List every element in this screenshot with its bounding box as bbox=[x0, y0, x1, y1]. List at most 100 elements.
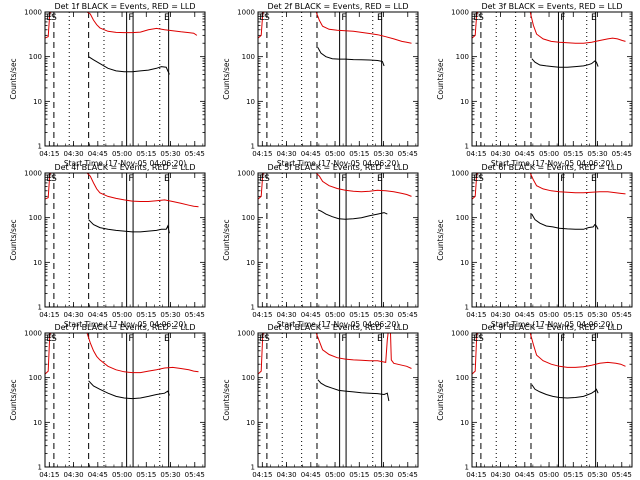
y-tick-label: 10 bbox=[246, 259, 255, 267]
marker-label-e: E bbox=[46, 174, 52, 184]
marker-label-e2: E bbox=[164, 174, 170, 184]
x-tick-label: 05:00 bbox=[539, 311, 559, 319]
y-tick-label: 10 bbox=[460, 419, 469, 427]
x-tick-label: 04:45 bbox=[88, 311, 108, 319]
marker-label-f: F bbox=[560, 334, 565, 344]
marker-label-f: F bbox=[560, 13, 565, 23]
y-tick-label: 10 bbox=[246, 98, 255, 106]
y-tick-label: 1000 bbox=[24, 170, 42, 178]
events-series-line bbox=[317, 47, 385, 67]
x-tick-label: 05:30 bbox=[160, 311, 180, 319]
x-tick-label: 04:45 bbox=[301, 471, 321, 479]
x-tick-label: 05:45 bbox=[185, 150, 205, 158]
panel-title: Det 9f BLACK = Events, RED = LLD bbox=[481, 323, 622, 332]
x-tick-label: 05:15 bbox=[349, 150, 369, 158]
y-tick-label: 1000 bbox=[237, 170, 255, 178]
x-axis-label: Start Time (17-Nov-05 04:06:20) bbox=[64, 320, 186, 329]
x-tick-label: 04:15 bbox=[252, 471, 272, 479]
events-series-line bbox=[317, 209, 388, 220]
y-tick-label: 1000 bbox=[237, 9, 255, 17]
events-series-line bbox=[531, 384, 599, 399]
y-axis-label: Counts/sec bbox=[222, 219, 231, 260]
plot-frame bbox=[257, 11, 419, 147]
panel-2: Det 2f BLACK = Events, RED = LLD Counts/s… bbox=[222, 2, 419, 168]
y-tick-label: 1 bbox=[251, 304, 255, 312]
events-series-line bbox=[88, 56, 170, 75]
y-tick-label: 100 bbox=[242, 374, 255, 382]
x-tick-label: 04:30 bbox=[490, 150, 510, 158]
marker-label-e2: E bbox=[377, 13, 383, 23]
y-tick-label: 10 bbox=[33, 419, 42, 427]
marker-label-e2: E bbox=[377, 334, 383, 344]
marker-label-f: F bbox=[341, 13, 346, 23]
x-tick-label: 04:45 bbox=[88, 471, 108, 479]
x-tick-label: 05:15 bbox=[349, 471, 369, 479]
x-tick-label: 05:00 bbox=[112, 311, 132, 319]
marker-label-e2: E bbox=[591, 13, 597, 23]
x-axis-label: Start Time (17-Nov-05 04:06:20) bbox=[491, 159, 613, 168]
events-series-line bbox=[317, 379, 390, 402]
y-axis-label: Counts/sec bbox=[436, 58, 445, 99]
y-tick-label: 1000 bbox=[451, 170, 469, 178]
x-tick-label: 05:30 bbox=[160, 150, 180, 158]
panel-title: Det 5f BLACK = Events, RED = LLD bbox=[267, 163, 408, 172]
panel-1: Det 1f BLACK = Events, RED = LLD Counts/s… bbox=[9, 2, 206, 168]
x-tick-label: 05:15 bbox=[136, 311, 156, 319]
y-tick-label: 10 bbox=[33, 98, 42, 106]
x-tick-label: 04:15 bbox=[466, 150, 486, 158]
panel-4: Det 4f BLACK = Events, RED = LLD Counts/s… bbox=[9, 163, 206, 329]
marker-label-f: F bbox=[341, 334, 346, 344]
events-series-line bbox=[531, 213, 599, 230]
marker-label-s: S bbox=[478, 174, 484, 184]
x-tick-label: 05:45 bbox=[398, 311, 418, 319]
panel-6: Det 6f BLACK = Events, RED = LLD Counts/s… bbox=[436, 163, 633, 329]
x-tick-label: 05:00 bbox=[539, 150, 559, 158]
panel-title: Det 4f BLACK = Events, RED = LLD bbox=[54, 163, 195, 172]
marker-label-s: S bbox=[478, 13, 484, 23]
panel-title: Det 6f BLACK = Events, RED = LLD bbox=[481, 163, 622, 172]
x-tick-label: 05:15 bbox=[563, 150, 583, 158]
x-tick-label: 04:15 bbox=[252, 311, 272, 319]
marker-label-f: F bbox=[341, 174, 346, 184]
y-tick-label: 10 bbox=[460, 259, 469, 267]
plot-frame bbox=[471, 11, 633, 147]
x-tick-label: 05:45 bbox=[398, 471, 418, 479]
x-tick-label: 05:00 bbox=[325, 471, 345, 479]
marker-label-e: E bbox=[473, 13, 479, 23]
x-tick-label: 04:30 bbox=[63, 471, 83, 479]
events-series-line bbox=[88, 219, 170, 234]
panel-5: Det 5f BLACK = Events, RED = LLD Counts/s… bbox=[222, 163, 419, 329]
y-tick-label: 100 bbox=[242, 53, 255, 61]
x-tick-label: 04:30 bbox=[276, 471, 296, 479]
x-tick-label: 04:30 bbox=[490, 471, 510, 479]
marker-label-s: S bbox=[478, 334, 484, 344]
x-tick-label: 04:30 bbox=[63, 150, 83, 158]
marker-label-e: E bbox=[473, 334, 479, 344]
y-tick-label: 10 bbox=[246, 419, 255, 427]
y-tick-label: 100 bbox=[456, 214, 469, 222]
x-tick-label: 04:45 bbox=[88, 150, 108, 158]
y-axis-label: Counts/sec bbox=[9, 379, 18, 420]
x-tick-label: 05:15 bbox=[136, 150, 156, 158]
x-tick-label: 05:45 bbox=[612, 150, 632, 158]
y-axis-label: Counts/sec bbox=[436, 219, 445, 260]
y-tick-label: 1000 bbox=[451, 9, 469, 17]
x-tick-label: 05:00 bbox=[325, 150, 345, 158]
y-tick-label: 100 bbox=[456, 374, 469, 382]
y-axis-label: Counts/sec bbox=[222, 58, 231, 99]
x-axis-label: Start Time (17-Nov-05 04:06:20) bbox=[491, 320, 613, 329]
x-tick-label: 05:45 bbox=[185, 311, 205, 319]
y-tick-label: 10 bbox=[460, 98, 469, 106]
marker-label-e: E bbox=[473, 174, 479, 184]
marker-label-e2: E bbox=[377, 174, 383, 184]
x-tick-label: 04:45 bbox=[301, 311, 321, 319]
y-tick-label: 1 bbox=[465, 464, 469, 472]
y-axis-label: Counts/sec bbox=[9, 58, 18, 99]
y-tick-label: 1000 bbox=[24, 9, 42, 17]
x-tick-label: 05:30 bbox=[587, 150, 607, 158]
panel-title: Det 1f BLACK = Events, RED = LLD bbox=[54, 2, 195, 11]
x-tick-label: 05:30 bbox=[587, 311, 607, 319]
y-tick-label: 100 bbox=[456, 53, 469, 61]
